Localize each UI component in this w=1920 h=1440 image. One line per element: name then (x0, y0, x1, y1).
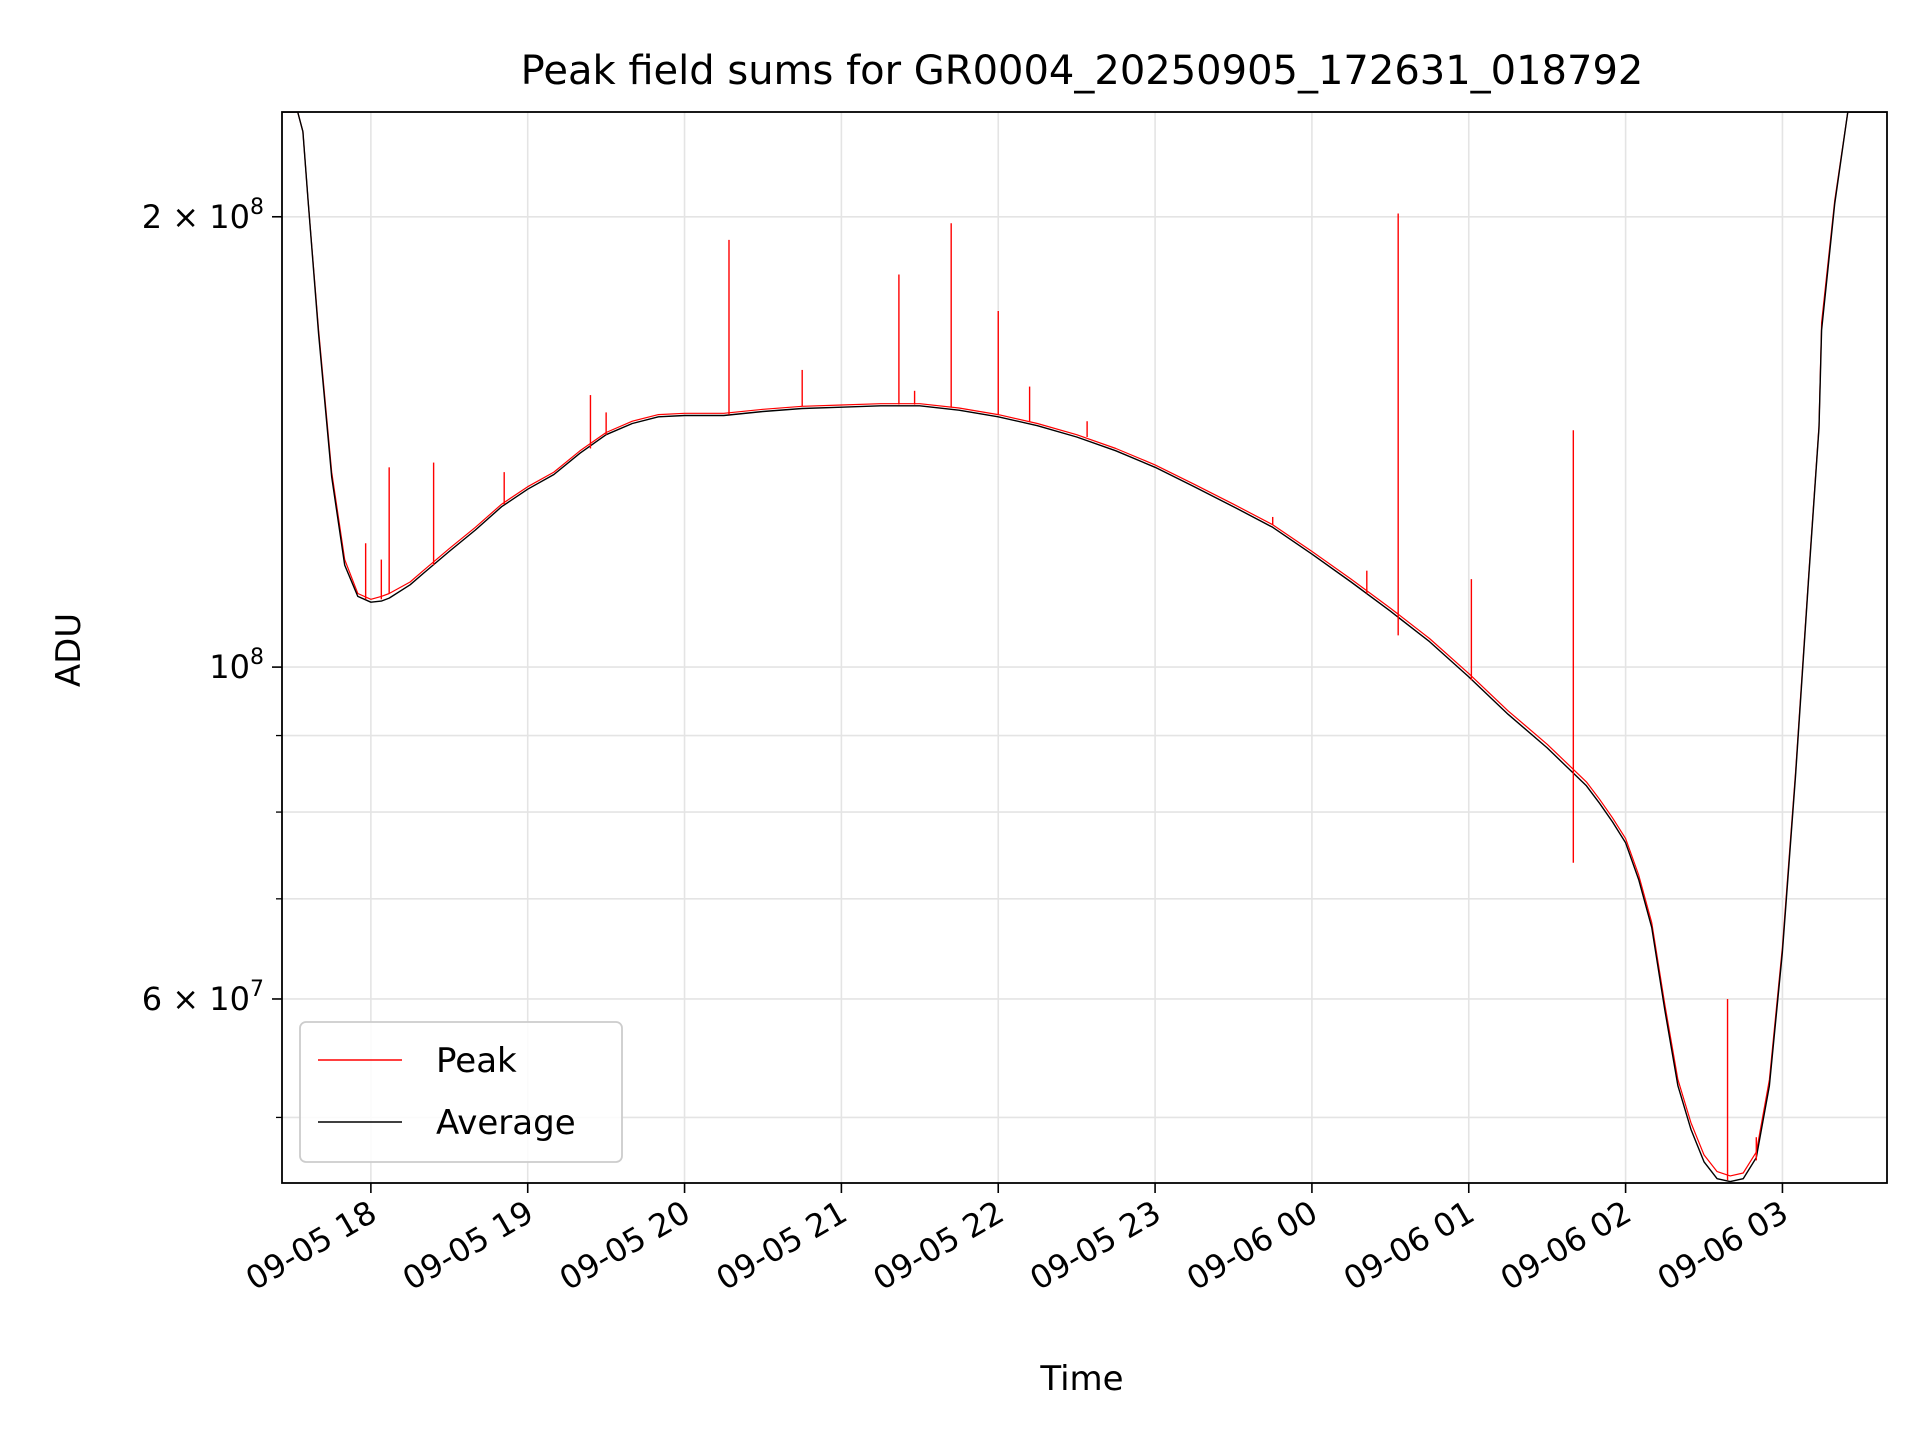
y-axis-label: ADU (49, 613, 89, 687)
grid (282, 112, 1887, 1183)
y-tick-label: 108 (209, 645, 264, 686)
legend-label-peak: Peak (436, 1041, 517, 1081)
chart-title: Peak field sums for GR0004_20250905_1726… (521, 48, 1644, 94)
series-line-average (282, 112, 1887, 1183)
legend-box (299, 1021, 623, 1163)
legend-label-average: Average (436, 1103, 576, 1143)
axes-frame (281, 111, 1888, 1184)
y-tick-label: 2 × 108 (142, 195, 264, 236)
plot-area (282, 112, 1887, 1183)
x-axis-label: Time (1039, 1359, 1123, 1399)
y-tick-label: 6 × 107 (142, 977, 264, 1018)
series-line-peak (282, 112, 1887, 1177)
legend: Peak Average (299, 1021, 623, 1163)
